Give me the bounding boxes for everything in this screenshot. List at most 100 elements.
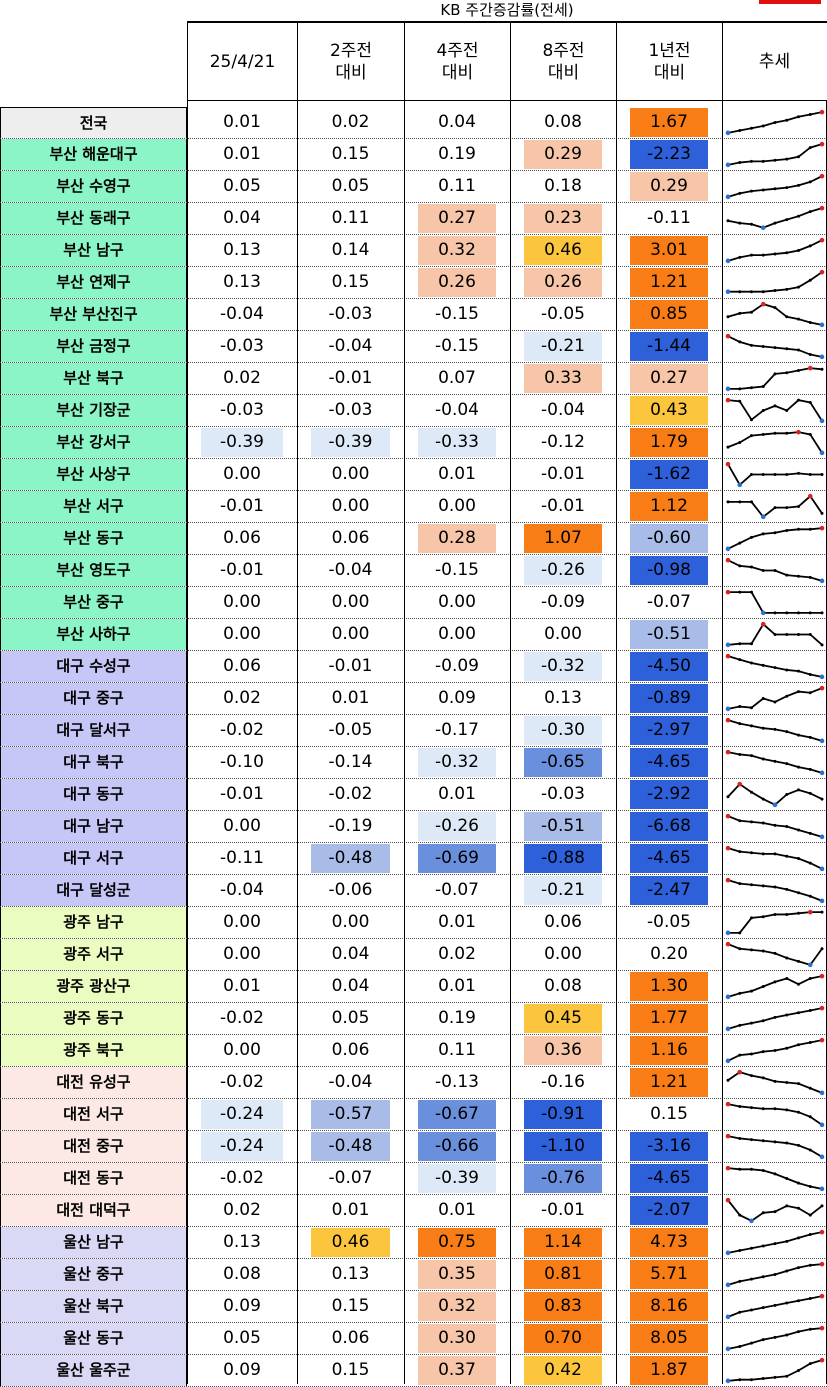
cell-value: -0.09 (435, 656, 479, 676)
trend-point (750, 820, 753, 824)
cell-date: 0.13 (187, 235, 297, 266)
cell-highlight (524, 1292, 602, 1321)
region-label: 부산 연제구 (0, 267, 187, 298)
trend-sparkline (725, 1133, 825, 1160)
cell-highlight (524, 1132, 602, 1161)
table-row: 대전 중구 -0.24 -0.48 -0.66 -1.10 -3.16 (0, 1131, 827, 1163)
cell-1y: 1.30 (616, 971, 722, 1002)
cell-2w: 0.14 (297, 235, 404, 266)
cell-1y: 1.77 (616, 1003, 722, 1034)
cell-value: 1.30 (650, 976, 688, 996)
cell-8w: 0.00 (510, 939, 616, 970)
cell-highlight (630, 844, 708, 873)
column-divider (187, 101, 188, 1384)
cell-8w: 1.14 (510, 1227, 616, 1258)
cell-4w: 0.01 (404, 907, 510, 938)
cell-value: -0.02 (220, 1072, 264, 1092)
cell-value: -0.03 (328, 304, 373, 324)
trend-point (797, 115, 800, 119)
cell-highlight (630, 780, 708, 809)
trend-point (726, 500, 730, 504)
trend-sparkline (725, 973, 825, 1000)
cell-date: -0.11 (187, 843, 297, 874)
trend-point (726, 795, 730, 799)
cell-value: 0.36 (544, 1040, 582, 1060)
trend-point (785, 118, 789, 122)
trend-min-point (819, 1186, 825, 1192)
trend-sparkline (726, 781, 824, 808)
trend-min-point (737, 482, 743, 488)
trend-point (738, 705, 742, 709)
trend-point (808, 278, 812, 282)
cell-4w: -0.39 (404, 1163, 510, 1194)
cell-2w: -0.03 (297, 395, 404, 426)
cell-value: 0.01 (223, 112, 261, 132)
trend-sparkline (725, 1293, 825, 1320)
trend-point (761, 797, 765, 801)
cell-date: 0.01 (187, 971, 297, 1002)
cell-date: 0.00 (187, 907, 297, 938)
cell-value: -0.67 (435, 1104, 479, 1124)
cell-value: 0.01 (223, 144, 261, 164)
cell-highlight (418, 428, 496, 457)
cell-value: 0.13 (331, 1264, 370, 1284)
cell-value: 0.11 (331, 208, 370, 228)
region-label: 부산 부산진구 (0, 299, 187, 330)
cell-value: -0.07 (328, 1168, 373, 1188)
cell-highlight (311, 428, 390, 457)
trend-point (750, 310, 753, 314)
trend-point (820, 797, 824, 801)
table-row: 울산 동구 0.05 0.06 0.30 0.70 8.05 (0, 1323, 827, 1355)
trend-point (785, 1269, 789, 1273)
cell-value: 1.21 (650, 1072, 688, 1092)
header-2w: 2주전 대비 (298, 23, 405, 100)
cell-value: 0.15 (650, 1104, 688, 1124)
cell-4w: 0.02 (404, 939, 510, 970)
cell-value: 0.35 (438, 1264, 476, 1284)
cell-1y: 0.43 (616, 395, 722, 426)
cell-value: 0.05 (223, 176, 261, 196)
cell-value: 1.14 (544, 1232, 582, 1252)
region-label: 부산 기장군 (0, 395, 187, 426)
trend-point (808, 1362, 812, 1366)
region-label: 대구 중구 (0, 683, 187, 714)
region-label: 대전 유성구 (0, 1067, 187, 1098)
cell-value: 0.00 (331, 912, 370, 932)
table-row: 울산 중구 0.08 0.13 0.35 0.81 5.71 (0, 1259, 827, 1291)
cell-4w: 0.07 (404, 363, 510, 394)
cell-value: -0.03 (541, 784, 585, 804)
header-trend-label: 추세 (758, 51, 791, 72)
cell-1y: 1.21 (616, 267, 722, 298)
trend-point (750, 1246, 753, 1250)
cell-date: 0.00 (187, 1035, 297, 1066)
trend-point (761, 159, 765, 163)
trend-point (808, 767, 812, 771)
cell-value: -0.51 (647, 624, 691, 644)
cell-value: -0.11 (220, 848, 264, 868)
region-label: 대전 서구 (0, 1099, 187, 1130)
cell-highlight (630, 268, 708, 297)
cell-value: -0.01 (328, 656, 373, 676)
cell-value: 0.02 (223, 368, 261, 388)
cell-value: 0.26 (544, 272, 582, 292)
cell-highlight (524, 1164, 602, 1193)
trend-max-point (819, 237, 825, 243)
cell-2w: 0.13 (297, 1259, 404, 1290)
trend-point (773, 885, 777, 889)
cell-date: 0.01 (187, 139, 297, 170)
cell-date: 0.02 (187, 363, 297, 394)
region-label: 대전 동구 (0, 1163, 187, 1194)
cell-date: -0.02 (187, 1003, 297, 1034)
header-4w: 4주전 대비 (405, 23, 511, 100)
cell-highlight (630, 428, 708, 457)
region-label: 대전 대덕구 (0, 1195, 187, 1226)
cell-highlight (524, 1228, 602, 1257)
trend-point (808, 244, 812, 248)
cell-value: 0.83 (544, 1296, 582, 1316)
trend-point (773, 912, 777, 916)
cell-date: 0.00 (187, 619, 297, 650)
cell-highlight (524, 140, 602, 169)
trend-max-point (819, 1293, 825, 1299)
cell-4w: 0.01 (404, 459, 510, 490)
trend-point (738, 1249, 742, 1253)
